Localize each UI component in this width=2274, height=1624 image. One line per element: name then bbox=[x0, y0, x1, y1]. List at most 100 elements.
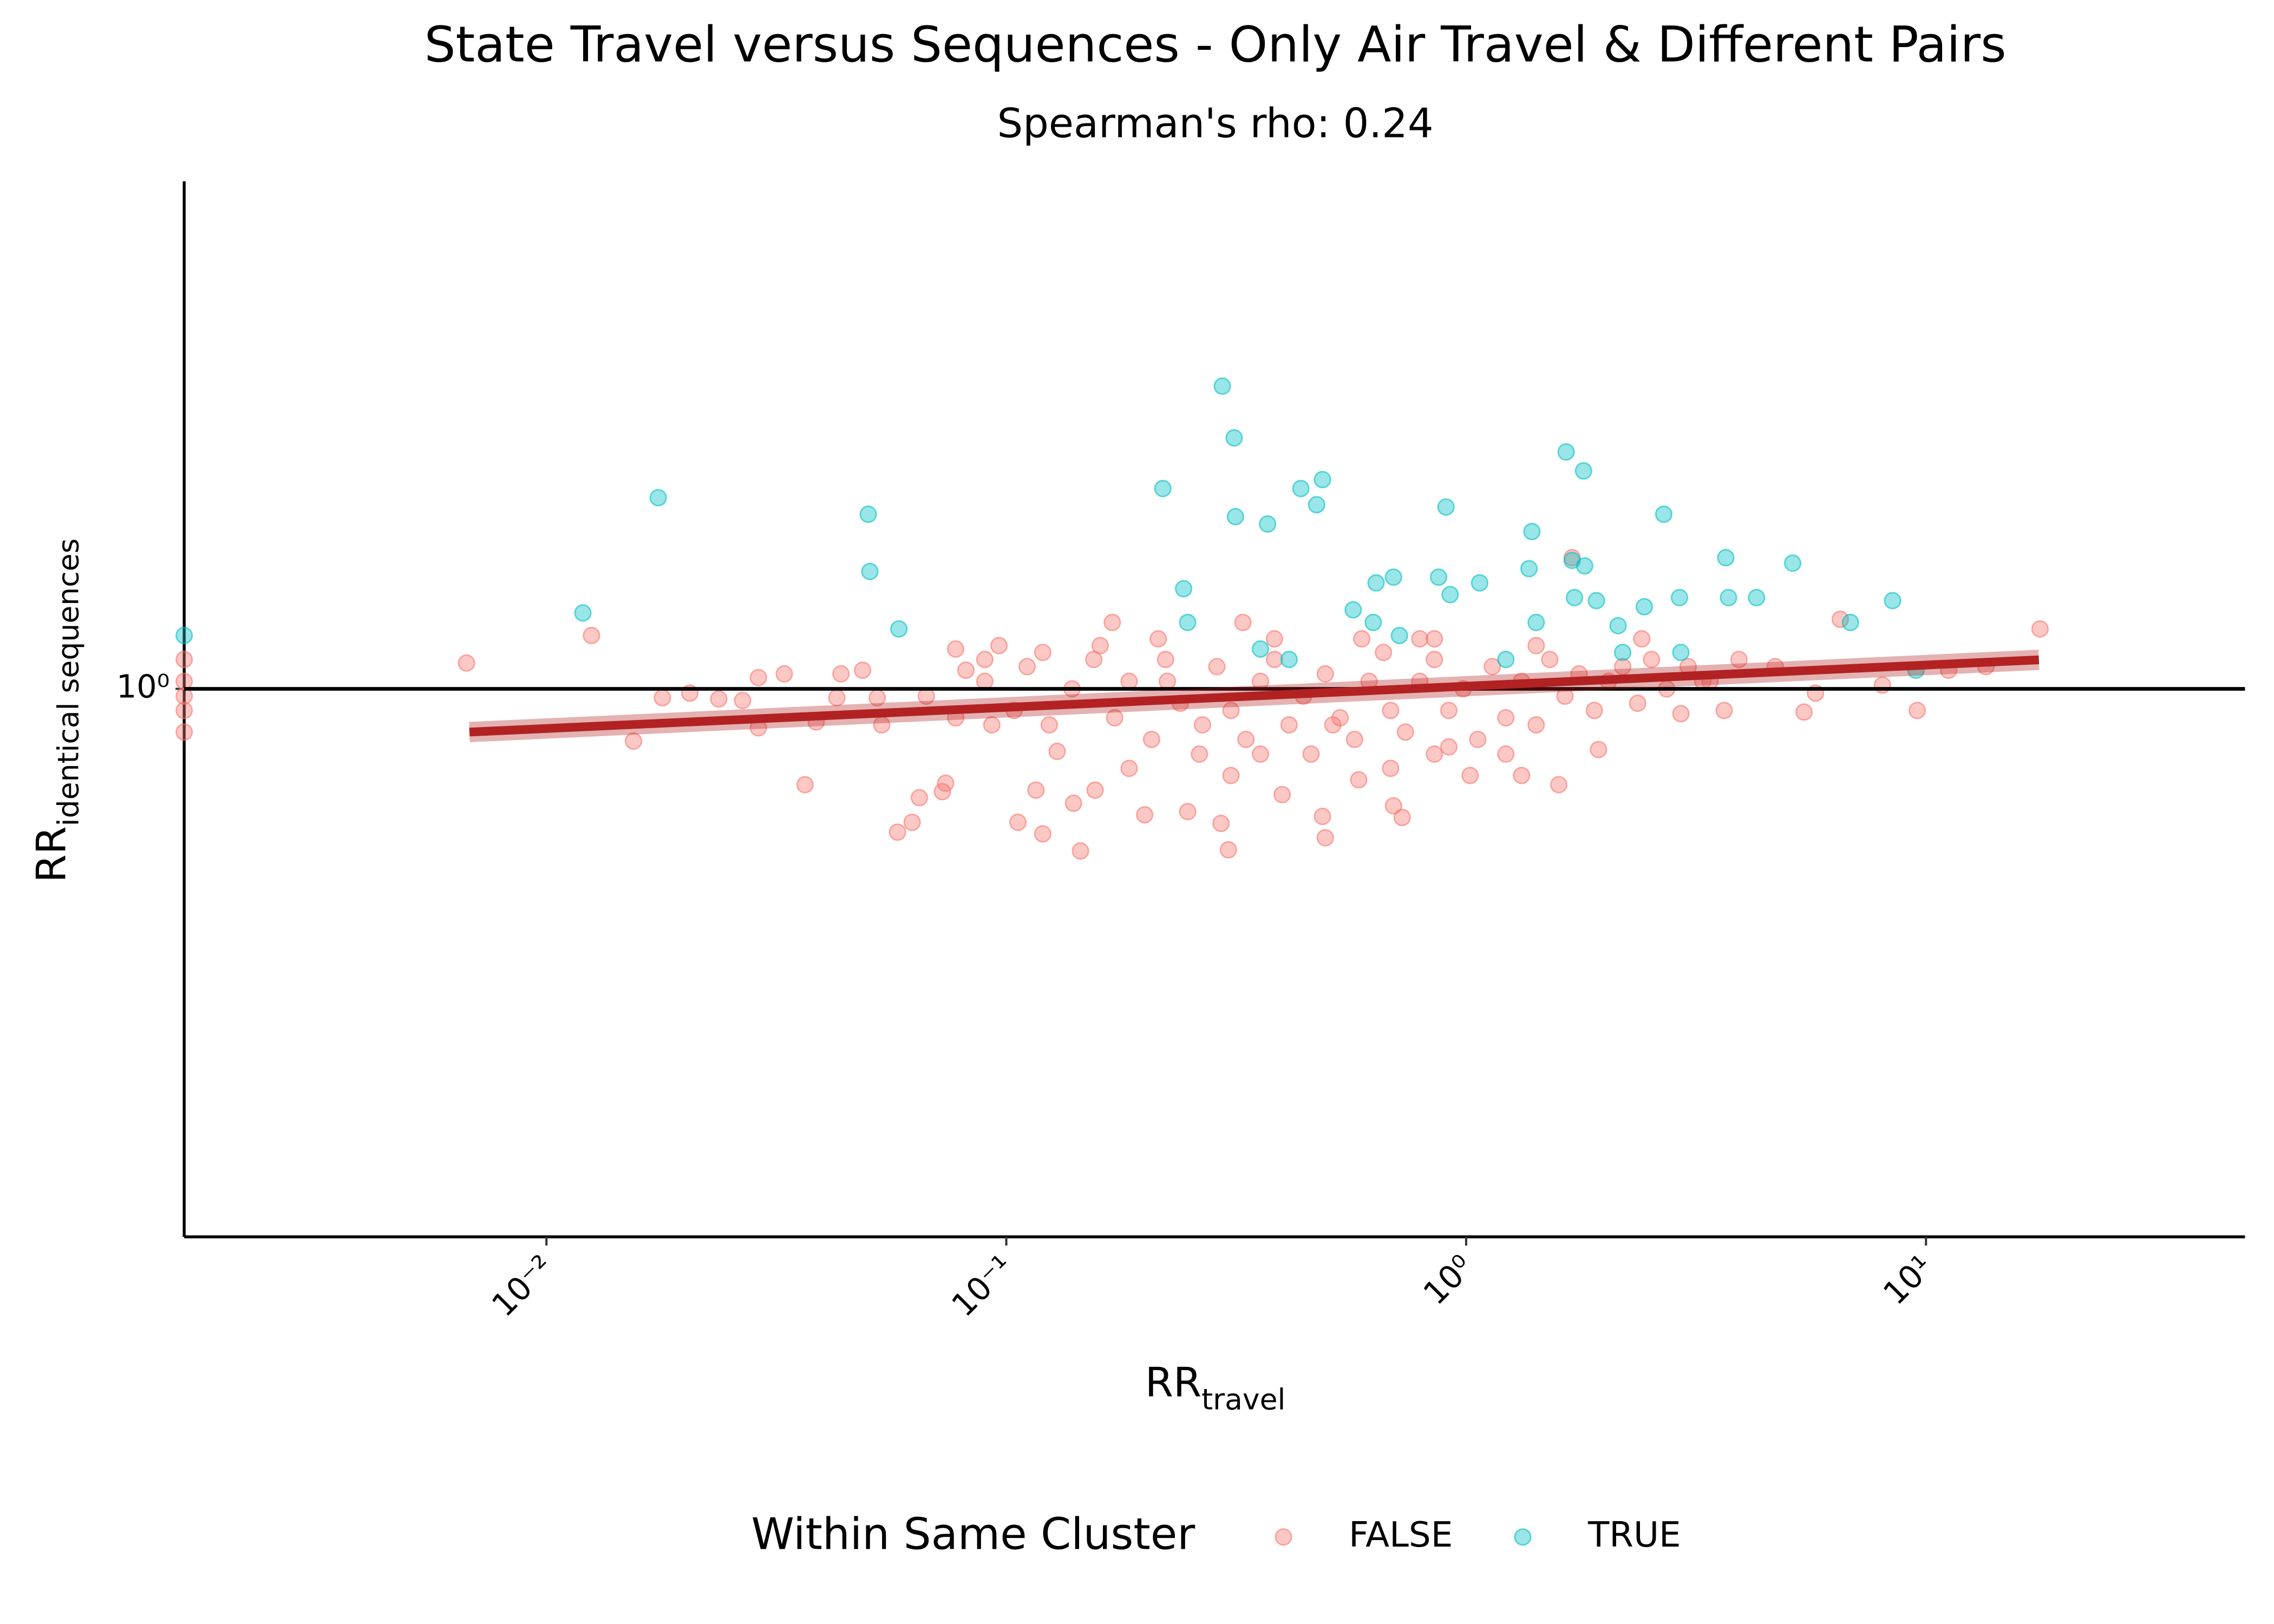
point bbox=[1154, 480, 1172, 497]
point bbox=[175, 672, 193, 690]
point bbox=[1353, 630, 1371, 648]
point bbox=[1048, 742, 1066, 761]
legend-title: Within Same Cluster bbox=[752, 1508, 1196, 1559]
chart-subtitle: Spearman's rho: 0.24 bbox=[997, 100, 1434, 147]
point bbox=[1441, 586, 1459, 604]
x-tick-label: 10⁻² bbox=[485, 1248, 560, 1324]
point bbox=[1720, 588, 1737, 607]
point bbox=[1672, 644, 1690, 662]
point bbox=[1513, 767, 1531, 784]
point bbox=[1034, 825, 1051, 843]
point bbox=[937, 774, 955, 792]
point bbox=[1576, 557, 1593, 575]
point bbox=[1273, 785, 1291, 803]
point bbox=[458, 654, 475, 672]
point bbox=[175, 702, 193, 719]
point bbox=[1426, 745, 1443, 763]
point bbox=[1225, 429, 1243, 447]
point bbox=[1345, 730, 1363, 748]
point bbox=[1071, 842, 1089, 860]
point bbox=[1831, 610, 1849, 628]
point bbox=[1091, 637, 1109, 654]
point bbox=[175, 723, 193, 741]
point bbox=[1251, 745, 1270, 763]
point bbox=[1527, 637, 1545, 654]
point bbox=[1783, 554, 1802, 572]
point bbox=[1557, 443, 1575, 461]
point bbox=[1748, 588, 1766, 607]
point bbox=[1259, 515, 1277, 533]
point bbox=[1613, 644, 1632, 662]
point bbox=[1884, 592, 1901, 610]
point bbox=[1314, 808, 1331, 826]
point bbox=[1523, 522, 1541, 540]
point bbox=[828, 689, 846, 707]
point bbox=[859, 505, 877, 523]
point bbox=[1585, 702, 1603, 719]
point bbox=[1027, 781, 1045, 799]
point bbox=[1565, 588, 1584, 607]
point bbox=[1316, 665, 1334, 683]
point bbox=[1158, 672, 1177, 690]
point bbox=[1120, 759, 1138, 777]
point bbox=[649, 489, 667, 507]
point bbox=[1120, 672, 1138, 690]
point bbox=[1655, 505, 1672, 523]
point bbox=[1715, 702, 1733, 719]
point bbox=[1550, 776, 1568, 794]
point bbox=[832, 665, 850, 683]
point bbox=[1541, 651, 1559, 669]
point bbox=[1484, 658, 1501, 676]
point bbox=[1106, 709, 1123, 727]
point bbox=[1179, 613, 1197, 631]
point bbox=[1219, 841, 1237, 859]
point bbox=[1613, 658, 1632, 676]
point bbox=[1426, 630, 1443, 648]
point bbox=[1841, 613, 1859, 631]
point bbox=[888, 823, 906, 841]
point bbox=[1064, 794, 1082, 812]
point bbox=[1384, 568, 1402, 586]
point bbox=[1527, 613, 1545, 631]
point bbox=[1437, 498, 1455, 516]
point bbox=[749, 669, 767, 686]
point bbox=[861, 562, 879, 580]
point bbox=[1396, 723, 1414, 741]
y-tick-label: 10⁰ bbox=[116, 668, 170, 705]
point bbox=[1635, 598, 1654, 615]
point bbox=[976, 672, 994, 690]
point bbox=[1226, 508, 1244, 526]
point bbox=[1193, 716, 1211, 734]
point bbox=[775, 665, 793, 683]
point bbox=[574, 604, 592, 622]
point bbox=[1009, 813, 1027, 831]
point bbox=[1040, 716, 1058, 734]
point bbox=[1265, 630, 1283, 648]
point bbox=[1251, 640, 1270, 658]
y-axis-label: RRidentical sequences bbox=[28, 538, 86, 882]
point bbox=[990, 637, 1008, 654]
point bbox=[710, 690, 728, 708]
point bbox=[1587, 592, 1605, 610]
point bbox=[654, 689, 671, 707]
point bbox=[1316, 829, 1334, 847]
point bbox=[583, 626, 600, 645]
point bbox=[1086, 781, 1104, 799]
point bbox=[1364, 613, 1382, 631]
point bbox=[624, 732, 643, 750]
point bbox=[1440, 702, 1458, 719]
point bbox=[1208, 658, 1226, 676]
x-axis-label: RRtravel bbox=[1145, 1358, 1286, 1416]
point bbox=[957, 662, 975, 679]
legend-marker bbox=[1514, 1528, 1532, 1546]
point bbox=[1469, 730, 1487, 748]
point bbox=[1237, 730, 1255, 748]
point bbox=[1280, 651, 1298, 669]
chart-title: State Travel versus Sequences - Only Air… bbox=[424, 16, 2007, 73]
point bbox=[1609, 617, 1627, 634]
point bbox=[1222, 767, 1240, 784]
point bbox=[1497, 745, 1515, 763]
point bbox=[903, 813, 921, 831]
